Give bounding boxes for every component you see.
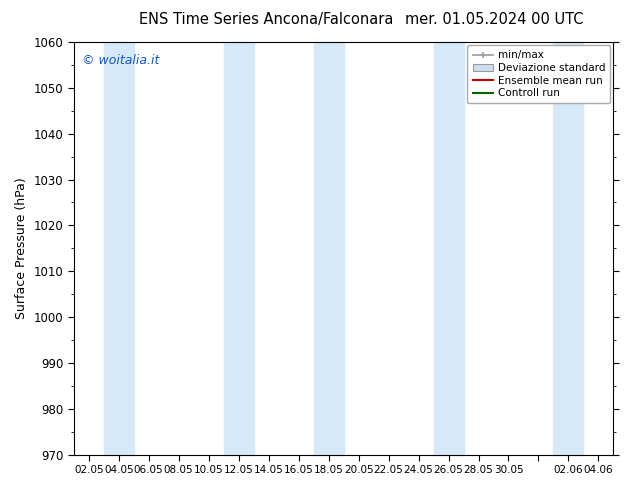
- Legend: min/max, Deviazione standard, Ensemble mean run, Controll run: min/max, Deviazione standard, Ensemble m…: [467, 45, 611, 103]
- Text: © woitalia.it: © woitalia.it: [82, 54, 159, 68]
- Bar: [434, 42, 463, 455]
- Text: mer. 01.05.2024 00 UTC: mer. 01.05.2024 00 UTC: [405, 12, 584, 27]
- Bar: [104, 42, 134, 455]
- Y-axis label: Surface Pressure (hPa): Surface Pressure (hPa): [15, 177, 28, 319]
- Bar: [314, 42, 344, 455]
- Bar: [553, 42, 583, 455]
- Text: ENS Time Series Ancona/Falconara: ENS Time Series Ancona/Falconara: [139, 12, 394, 27]
- Bar: [224, 42, 254, 455]
